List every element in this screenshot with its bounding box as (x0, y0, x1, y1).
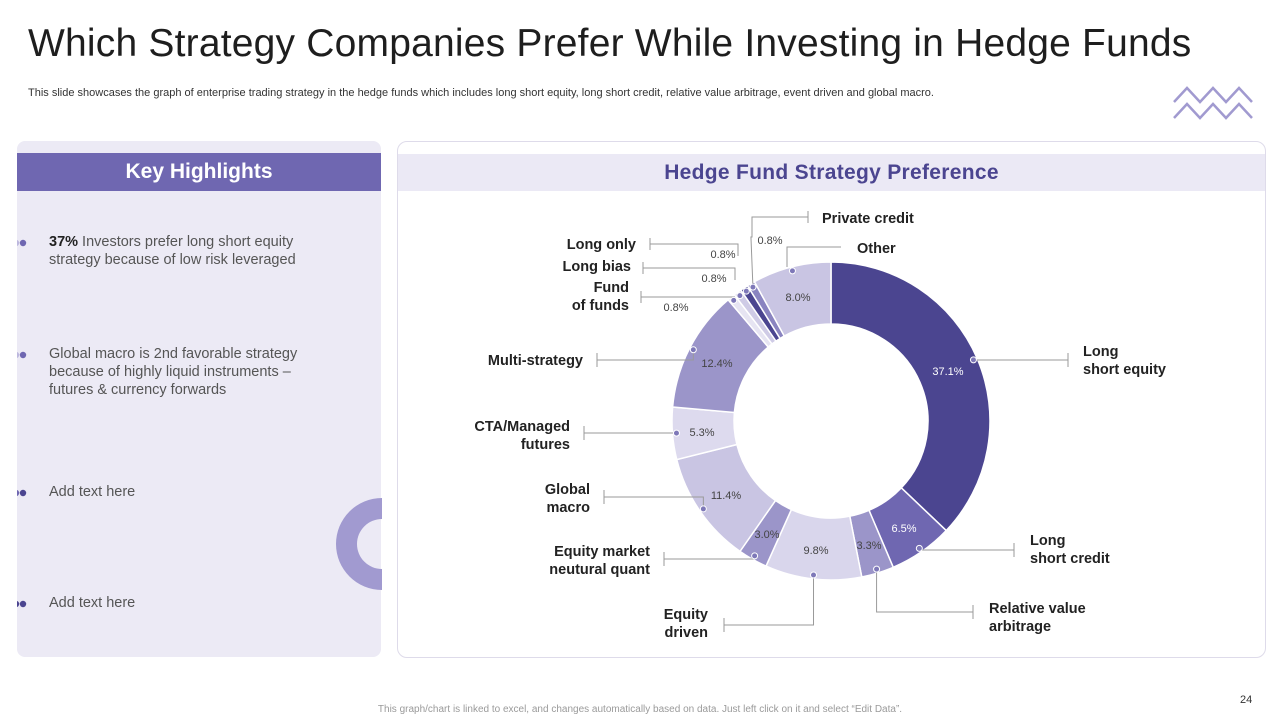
footer-note: This graph/chart is linked to excel, and… (377, 704, 903, 715)
leader-line (643, 267, 736, 280)
slice-category-label: Long short credit (1030, 533, 1110, 567)
leader-line (750, 216, 808, 288)
bullet-dots-icon (17, 600, 27, 608)
slice-value-label: 8.0% (785, 292, 810, 304)
highlight-text: 37% Investors prefer long short equity s… (49, 234, 296, 268)
donut-slice (830, 261, 991, 532)
slice-value-label: 6.5% (891, 523, 916, 535)
leader-line (876, 569, 973, 613)
slice-value-label: 5.3% (689, 427, 714, 439)
leader-dot (915, 544, 923, 552)
leader-dot (730, 296, 738, 304)
leader-dot (689, 346, 697, 354)
bullet-dots-icon (17, 351, 27, 359)
bullet-dots-icon (17, 239, 27, 247)
leader-line (786, 246, 841, 267)
leader-dot (751, 552, 759, 560)
slice-category-label: Equity market neutural quant (549, 544, 650, 578)
leader-dot (742, 287, 750, 295)
leader-dot (788, 267, 796, 275)
slice-category-label: Fund of funds (572, 280, 629, 314)
half-ring-decoration-icon (336, 498, 382, 590)
slice-value-label: 0.8% (710, 249, 735, 261)
highlight-text: Add text here (49, 595, 136, 611)
chart-title: Hedge Fund Strategy Preference (398, 154, 1265, 191)
slice-value-label: 12.4% (701, 358, 732, 370)
leader-line (724, 575, 815, 626)
donut-chart: 37.1% Long short equity 6.5% Long short credi… (474, 211, 1166, 641)
slice-category-label: CTA/Managed futures (474, 419, 570, 453)
slice-category-label: Multi-strategy (488, 353, 583, 369)
slice-category-label: Long bias (563, 259, 631, 275)
leader-line (650, 243, 739, 256)
chart-panel: Hedge Fund Strategy Preference 37.1% Long… (397, 141, 1266, 658)
key-highlights-header: Key Highlights (17, 153, 381, 191)
page-number: 24 (1240, 694, 1253, 706)
slice-value-label: 3.3% (856, 540, 881, 552)
leader-line (597, 349, 694, 361)
leader-dot (736, 292, 744, 300)
leader-dot (749, 283, 757, 291)
slice-category-label: Long short equity (1083, 344, 1166, 378)
leader-line (604, 496, 704, 509)
slice-value-label: 37.1% (932, 366, 963, 378)
slice-category-label: Other (857, 241, 896, 257)
slice-category-label: Global macro (545, 482, 590, 516)
slice-category-label: Relative value arbitrage (989, 601, 1086, 635)
leader-dot (699, 505, 707, 513)
leader-dot (873, 565, 881, 573)
leader-dot (672, 429, 680, 437)
bullet-dots-icon (17, 489, 27, 497)
slice-value-label: 3.0% (754, 529, 779, 541)
slice-value-label: 0.8% (701, 273, 726, 285)
slice-category-label: Private credit (822, 211, 914, 227)
highlight-bold: 37% (49, 234, 79, 250)
slice-value-label: 9.8% (803, 545, 828, 557)
page-subtitle: This slide showcases the graph of enterp… (28, 87, 934, 99)
zigzag-decoration-icon (1173, 86, 1253, 120)
slice-value-label: 11.4% (711, 490, 742, 502)
slice-value-label: 0.8% (757, 235, 782, 247)
donut-slice (753, 261, 832, 338)
page-title: Which Strategy Companies Prefer While In… (28, 22, 1192, 65)
key-highlights-panel: Key Highlights 37% Investors prefer long… (17, 141, 381, 657)
slice-value-label: 0.8% (663, 302, 688, 314)
highlight-text: Add text here (49, 484, 136, 500)
leader-dot (969, 356, 977, 364)
slice-category-label: Long only (567, 237, 636, 253)
highlight-text: Global macro is 2nd favorable strategy b… (49, 346, 298, 398)
slice-category-label: Equity driven (664, 607, 708, 641)
leader-dot (810, 571, 818, 579)
